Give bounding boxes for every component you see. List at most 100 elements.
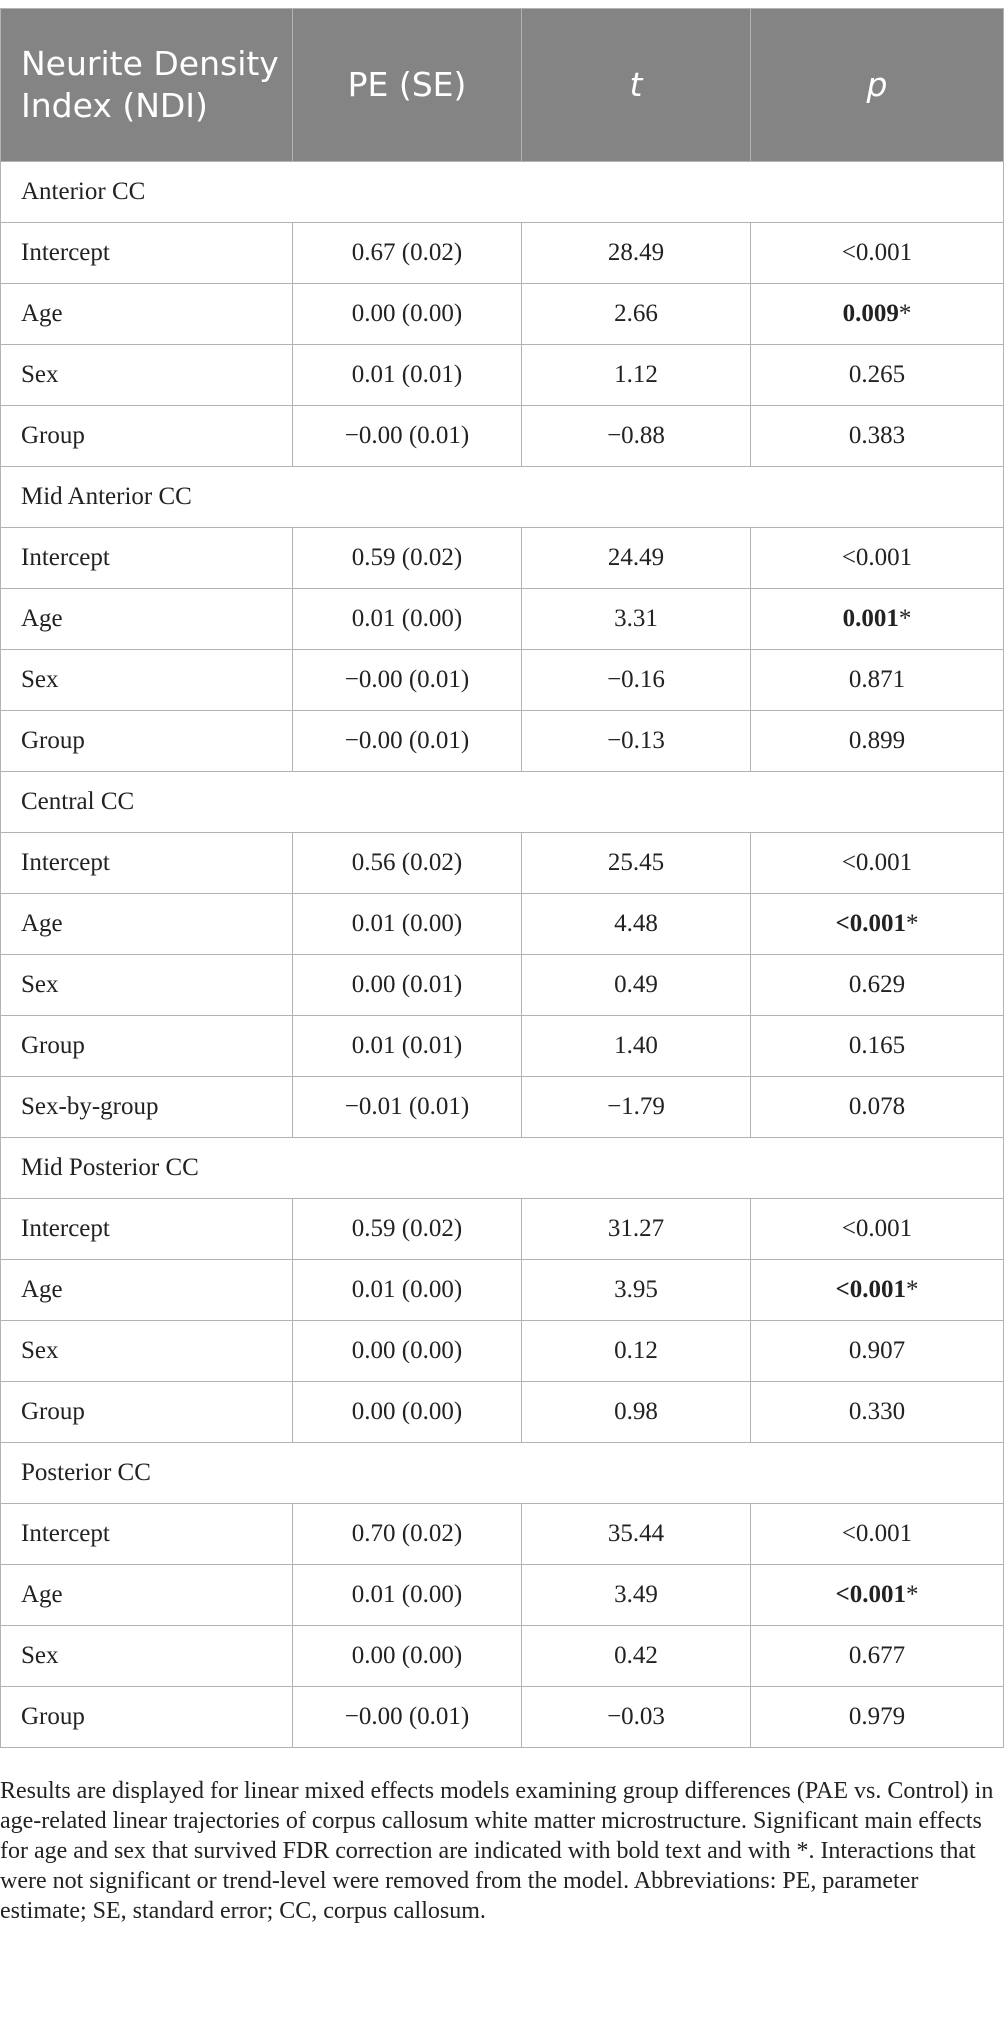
term-cell: Sex (0, 954, 293, 1016)
term-cell: Intercept (0, 1503, 293, 1565)
table-row: Intercept 0.56 (0.02) 25.45 <0.001 (0, 832, 1004, 894)
table-row: Age 0.01 (0.00) 4.48 <0.001* (0, 893, 1004, 955)
pe-cell: 0.00 (0.00) (292, 1381, 522, 1443)
t-cell: 3.95 (521, 1259, 751, 1321)
term-cell: Intercept (0, 222, 293, 284)
pe-cell: −0.00 (0.01) (292, 710, 522, 772)
pe-cell: −0.00 (0.01) (292, 1686, 522, 1748)
p-cell: 0.871 (750, 649, 1004, 711)
p-cell: 0.165 (750, 1015, 1004, 1077)
table-row: Age 0.01 (0.00) 3.31 0.001* (0, 588, 1004, 650)
pe-cell: 0.01 (0.00) (292, 1564, 522, 1626)
t-cell: 35.44 (521, 1503, 751, 1565)
term-cell: Intercept (0, 1198, 293, 1260)
p-cell: 0.330 (750, 1381, 1004, 1443)
table-row: Group −0.00 (0.01) −0.13 0.899 (0, 710, 1004, 772)
significance-marker: * (898, 300, 912, 327)
table-row: Intercept 0.59 (0.02) 24.49 <0.001 (0, 527, 1004, 589)
t-cell: 25.45 (521, 832, 751, 894)
term-cell: Age (0, 1259, 293, 1321)
p-cell: <0.001 (750, 832, 1004, 894)
p-cell: <0.001* (750, 893, 1004, 955)
header-pe-se: PE (SE) (292, 8, 522, 162)
section-row: Anterior CC (0, 161, 1004, 223)
table-body: Anterior CC Intercept 0.67 (0.02) 28.49 <0.0… (0, 161, 1004, 1748)
header-ndi: Neurite Density Index (NDI) (0, 8, 293, 162)
pe-cell: 0.01 (0.01) (292, 1015, 522, 1077)
p-cell: <0.001* (750, 1259, 1004, 1321)
p-cell: 0.677 (750, 1625, 1004, 1687)
term-cell: Age (0, 283, 293, 345)
t-cell: 0.12 (521, 1320, 751, 1382)
table-footnote: Results are displayed for linear mixed e… (0, 1776, 1003, 1926)
p-cell: <0.001* (750, 1564, 1004, 1626)
t-cell: −1.79 (521, 1076, 751, 1138)
table-row: Age 0.00 (0.00) 2.66 0.009* (0, 283, 1004, 345)
section-row: Mid Anterior CC (0, 466, 1004, 528)
t-cell: 4.48 (521, 893, 751, 955)
header-t: t (521, 8, 751, 162)
p-cell: 0.001* (750, 588, 1004, 650)
section-label: Mid Anterior CC (0, 466, 1004, 528)
term-cell: Intercept (0, 832, 293, 894)
p-cell: <0.001 (750, 222, 1004, 284)
pe-cell: 0.00 (0.01) (292, 954, 522, 1016)
section-row: Posterior CC (0, 1442, 1004, 1504)
pe-cell: 0.67 (0.02) (292, 222, 522, 284)
header-p: p (750, 8, 1004, 162)
section-row: Central CC (0, 771, 1004, 833)
p-cell: 0.979 (750, 1686, 1004, 1748)
t-cell: 24.49 (521, 527, 751, 589)
pe-cell: 0.00 (0.00) (292, 1625, 522, 1687)
significance-marker: * (906, 910, 919, 937)
table-row: Sex-by-group −0.01 (0.01) −1.79 0.078 (0, 1076, 1004, 1138)
p-cell: <0.001 (750, 527, 1004, 589)
p-cell: <0.001 (750, 1198, 1004, 1260)
term-cell: Sex-by-group (0, 1076, 293, 1138)
p-cell: 0.383 (750, 405, 1004, 467)
pe-cell: 0.59 (0.02) (292, 1198, 522, 1260)
t-cell: −0.03 (521, 1686, 751, 1748)
table-row: Age 0.01 (0.00) 3.49 <0.001* (0, 1564, 1004, 1626)
section-label: Posterior CC (0, 1442, 1004, 1504)
p-value-significant: <0.001 (835, 910, 907, 937)
table-row: Group 0.01 (0.01) 1.40 0.165 (0, 1015, 1004, 1077)
p-value-significant: <0.001 (835, 1276, 907, 1303)
significance-marker: * (906, 1581, 919, 1608)
term-cell: Group (0, 1686, 293, 1748)
pe-cell: −0.01 (0.01) (292, 1076, 522, 1138)
term-cell: Sex (0, 1320, 293, 1382)
p-value-significant: <0.001 (835, 1581, 907, 1608)
pe-cell: 0.01 (0.00) (292, 893, 522, 955)
p-value-significant: 0.009 (842, 300, 899, 327)
significance-marker: * (898, 605, 912, 632)
t-cell: 1.40 (521, 1015, 751, 1077)
p-cell: 0.629 (750, 954, 1004, 1016)
t-cell: 3.31 (521, 588, 751, 650)
header-row: Neurite Density Index (NDI) PE (SE) t p (0, 8, 1004, 162)
footnote-text: Results are displayed for linear mixed e… (0, 1778, 994, 1924)
t-cell: −0.88 (521, 405, 751, 467)
table-row: Intercept 0.70 (0.02) 35.44 <0.001 (0, 1503, 1004, 1565)
table-row: Age 0.01 (0.00) 3.95 <0.001* (0, 1259, 1004, 1321)
pe-cell: 0.70 (0.02) (292, 1503, 522, 1565)
pe-cell: −0.00 (0.01) (292, 405, 522, 467)
section-label: Central CC (0, 771, 1004, 833)
p-cell: 0.009* (750, 283, 1004, 345)
table-row: Group −0.00 (0.01) −0.03 0.979 (0, 1686, 1004, 1748)
results-table-container: Neurite Density Index (NDI) PE (SE) t p … (0, 8, 1004, 1748)
p-cell: <0.001 (750, 1503, 1004, 1565)
p-cell: 0.907 (750, 1320, 1004, 1382)
results-table: Neurite Density Index (NDI) PE (SE) t p … (0, 8, 1004, 1748)
term-cell: Sex (0, 344, 293, 406)
term-cell: Group (0, 405, 293, 467)
table-row: Sex 0.00 (0.01) 0.49 0.629 (0, 954, 1004, 1016)
table-row: Sex 0.00 (0.00) 0.12 0.907 (0, 1320, 1004, 1382)
table-row: Group 0.00 (0.00) 0.98 0.330 (0, 1381, 1004, 1443)
section-row: Mid Posterior CC (0, 1137, 1004, 1199)
section-label: Anterior CC (0, 161, 1004, 223)
t-cell: 0.42 (521, 1625, 751, 1687)
table-row: Sex −0.00 (0.01) −0.16 0.871 (0, 649, 1004, 711)
pe-cell: 0.56 (0.02) (292, 832, 522, 894)
pe-cell: 0.00 (0.00) (292, 1320, 522, 1382)
